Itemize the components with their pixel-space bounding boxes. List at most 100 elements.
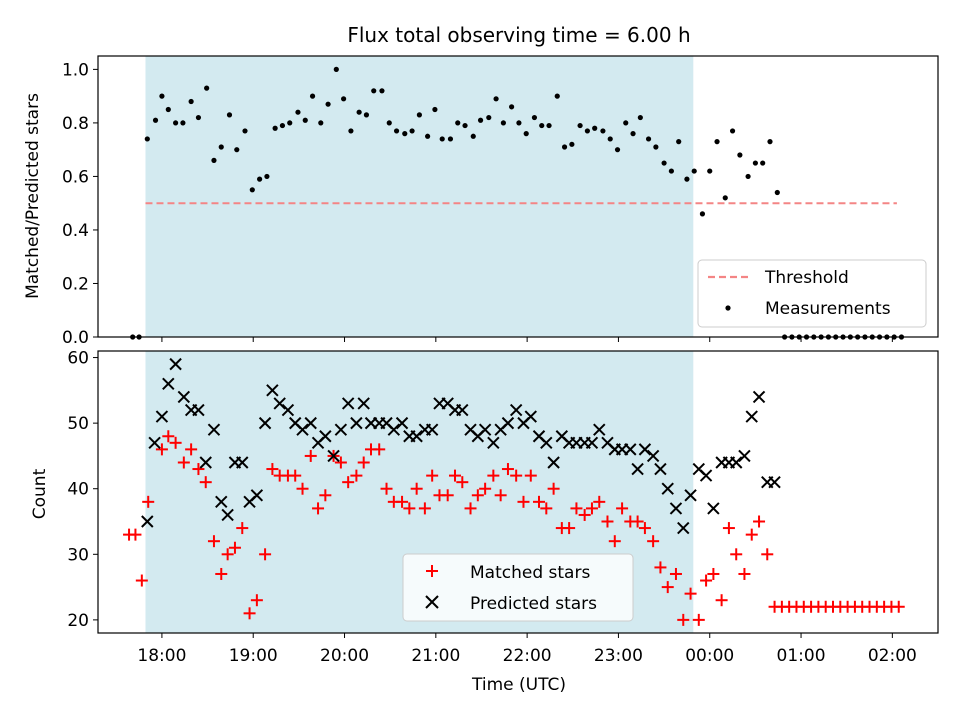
measurements-point xyxy=(159,93,165,99)
matched-stars-point xyxy=(236,522,249,535)
measurements-legend-swatch xyxy=(725,305,731,311)
measurements-point xyxy=(211,157,217,163)
measurements-point xyxy=(592,125,598,131)
matched-stars-point xyxy=(155,443,168,456)
predicted-stars-point xyxy=(730,456,743,469)
measurements-point xyxy=(707,168,713,174)
measurements-point xyxy=(333,66,339,72)
measurements-point xyxy=(614,147,621,153)
matched-stars-point xyxy=(464,502,477,515)
measurements-point xyxy=(363,112,370,118)
matched-stars-point xyxy=(350,469,363,482)
matched-legend-label: Matched stars xyxy=(470,563,590,583)
x-tick-label: 01:00 xyxy=(777,646,826,666)
measurements-point xyxy=(242,128,248,134)
x-tick-label: 21:00 xyxy=(411,646,460,666)
matched-stars-point xyxy=(162,430,175,443)
measurements-point xyxy=(455,120,461,126)
matched-stars-point xyxy=(638,522,651,535)
measurements-point xyxy=(577,122,583,129)
matched-stars-point xyxy=(510,469,523,482)
x-tick-label: 00:00 xyxy=(685,646,734,666)
matched-stars-point xyxy=(563,522,576,535)
measurements-point xyxy=(531,114,538,121)
predicted-stars-point xyxy=(162,377,175,390)
matched-stars-point xyxy=(228,541,241,554)
measurements-point xyxy=(318,120,324,126)
measurements-point xyxy=(691,168,697,174)
count-legend-box xyxy=(402,553,634,622)
matched-stars-point xyxy=(540,502,553,515)
predicted-stars-point xyxy=(296,423,309,436)
matched-stars-point xyxy=(700,574,713,587)
y-tick-label: 60 xyxy=(67,349,89,369)
predicted-stars-point xyxy=(752,390,766,404)
predicted-stars-point xyxy=(215,495,228,509)
predicted-stars-point xyxy=(699,469,713,482)
predicted-stars-point xyxy=(350,416,363,430)
measurements-point xyxy=(523,131,529,137)
matched-stars-point xyxy=(471,489,484,502)
y-tick-label: 0.0 xyxy=(62,328,89,348)
matched-stars-point xyxy=(135,574,148,587)
predicted-stars-point xyxy=(425,423,439,436)
predicted-stars-point xyxy=(177,390,191,404)
matched-stars-point xyxy=(426,469,439,482)
measurements-point xyxy=(257,176,263,182)
matched-legend-swatch xyxy=(426,565,438,577)
ratio-y-axis-label: Matched/Predicted stars xyxy=(23,93,43,299)
predicted-stars-point xyxy=(148,436,161,450)
matched-stars-point xyxy=(661,581,674,594)
matched-stars-point xyxy=(631,515,644,528)
measurements-point xyxy=(173,120,179,126)
predicted-stars-point xyxy=(327,449,340,463)
measurements-point xyxy=(699,211,706,217)
matched-stars-point xyxy=(441,489,454,502)
matched-stars-point xyxy=(449,469,461,482)
matched-stars-point xyxy=(738,567,751,580)
predicted-stars-point xyxy=(684,489,697,502)
matched-stars-point xyxy=(578,508,591,521)
matched-stars-point xyxy=(169,436,182,449)
measurements-point xyxy=(714,139,720,145)
predicted-stars-point xyxy=(357,397,370,410)
predicted-stars-point xyxy=(768,475,781,489)
predicted-stars-point xyxy=(585,436,599,450)
predicted-stars-point xyxy=(456,403,469,417)
measurements-point xyxy=(325,101,331,107)
measurements-point xyxy=(745,173,751,180)
y-tick-label: 30 xyxy=(67,545,89,565)
y-tick-label: 20 xyxy=(67,611,89,631)
matched-stars-point xyxy=(403,502,416,515)
matched-stars-point xyxy=(192,463,205,476)
measurements-point xyxy=(416,112,422,118)
predicted-stars-point xyxy=(738,449,751,463)
count-legend: Matched stars Predicted stars xyxy=(402,553,634,622)
matched-stars-point xyxy=(533,495,545,508)
measurements-point xyxy=(356,109,362,115)
predicted-stars-point xyxy=(236,456,249,469)
measurements-point xyxy=(279,122,286,129)
predicted-stars-point xyxy=(266,384,279,397)
matched-stars-point xyxy=(892,600,905,613)
measurements-point xyxy=(371,88,377,94)
matched-stars-point xyxy=(259,548,272,561)
predicted-stars-point xyxy=(410,430,423,443)
matched-stars-point xyxy=(494,489,507,502)
matched-stars-point xyxy=(312,502,325,515)
measurements-point xyxy=(546,122,552,129)
measurements-point xyxy=(204,85,210,91)
matched-stars-point xyxy=(289,469,302,482)
predicted-stars-point xyxy=(487,436,500,450)
matched-stars-point xyxy=(250,594,263,607)
predicted-stars-point xyxy=(478,423,492,436)
x-axis-label: Time (UTC) xyxy=(471,675,566,695)
predicted-stars-point xyxy=(273,397,286,410)
predicted-stars-point xyxy=(501,416,515,430)
matched-stars-point xyxy=(296,482,309,495)
measurements-point xyxy=(341,96,347,102)
matched-stars-point xyxy=(761,548,774,561)
measurements-point xyxy=(272,125,278,131)
measurements-point xyxy=(188,98,194,105)
matched-stars-point xyxy=(692,613,705,626)
